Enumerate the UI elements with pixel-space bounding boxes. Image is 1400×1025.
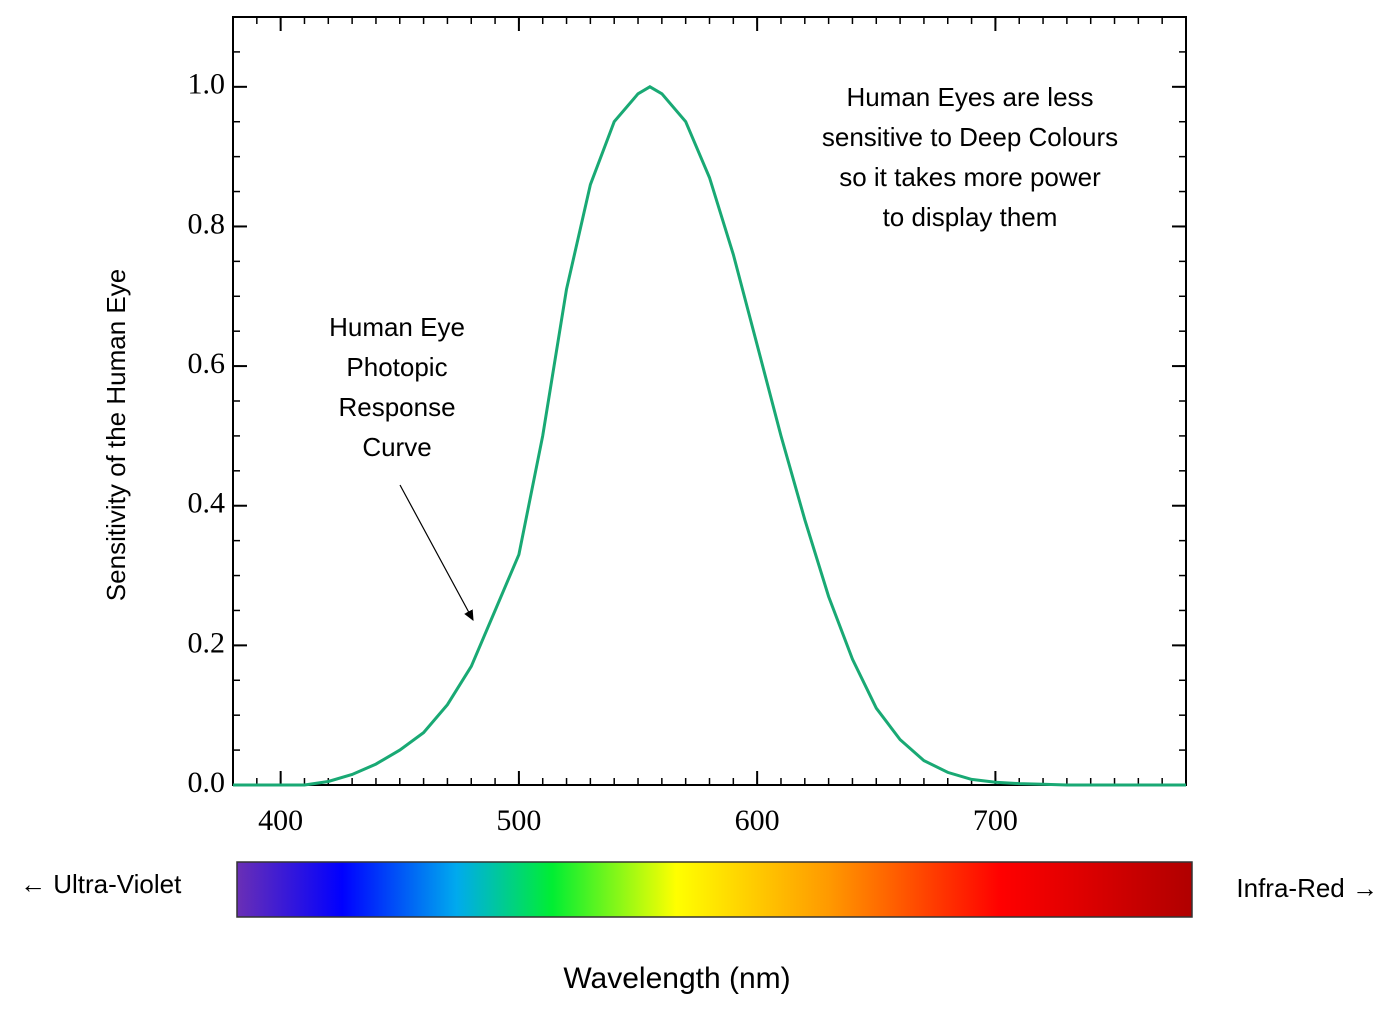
y-tick-label: 1.0 (188, 68, 226, 101)
curve-annotation: Curve (362, 432, 431, 462)
note-annotation: so it takes more power (839, 162, 1101, 192)
x-tick-label: 600 (735, 804, 780, 837)
y-tick-label: 0.2 (188, 626, 226, 659)
uv-label: ← Ultra-Violet (20, 869, 182, 899)
spectrum-bar (236, 861, 1193, 918)
curve (233, 85, 1186, 787)
y-tick-label: 0.4 (188, 487, 226, 520)
ir-label: Infra-Red → (1236, 873, 1378, 903)
note-annotation: to display them (883, 202, 1058, 232)
note-annotation: Human Eyes are less (846, 82, 1093, 112)
note-annotation: sensitive to Deep Colours (822, 122, 1118, 152)
y-tick-label: 0.0 (188, 766, 226, 799)
y-tick-label: 0.8 (188, 207, 226, 240)
x-tick-label: 700 (973, 804, 1018, 837)
x-axis-label: Wavelength (nm) (563, 962, 790, 995)
y-axis-label: Sensitivity of the Human Eye (101, 269, 131, 601)
x-tick-label: 500 (496, 804, 541, 837)
curve-annotation: Response (338, 392, 455, 422)
y-tick-label: 0.6 (188, 347, 226, 380)
curve-annotation: Photopic (346, 352, 447, 382)
x-tick-label: 400 (258, 804, 303, 837)
curve-annotation: Human Eye (329, 312, 465, 342)
annotation-arrow (399, 484, 474, 622)
